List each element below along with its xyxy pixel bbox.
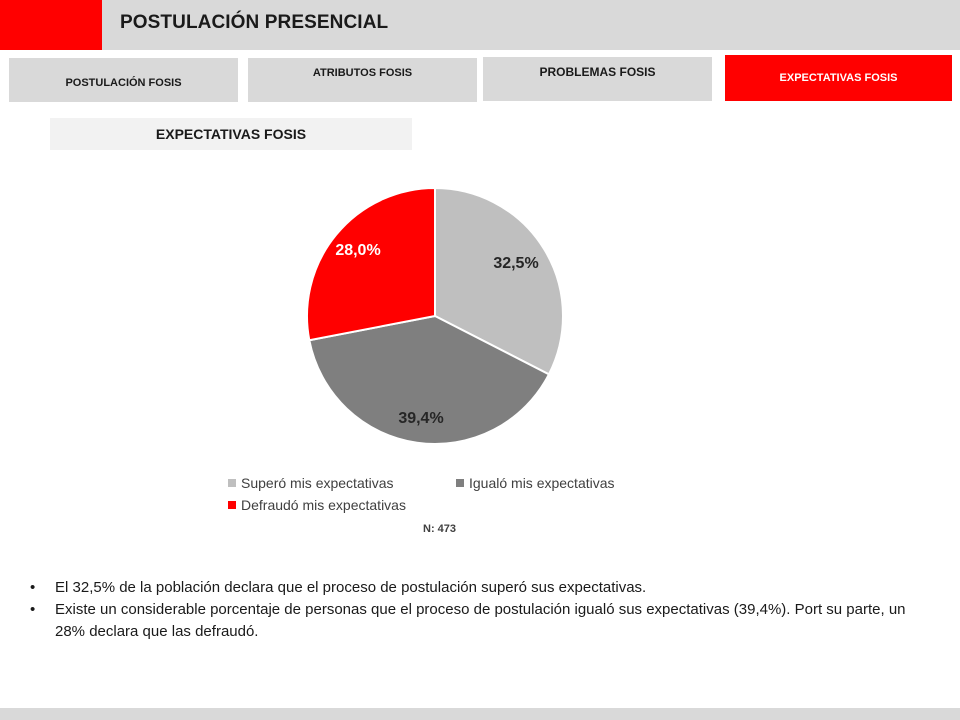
bullet-list: • El 32,5% de la población declara que e… (30, 577, 930, 643)
tab-label: PROBLEMAS FOSIS (539, 65, 656, 79)
header-bar (0, 0, 960, 50)
sample-size: N: 473 (423, 523, 457, 535)
slice-data-label: 39,4% (398, 410, 443, 427)
legend-swatch (456, 479, 464, 487)
pie-slice (306, 186, 436, 342)
pie-slice (308, 314, 551, 445)
section-title-text: EXPECTATIVAS FOSIS (155, 126, 307, 142)
tab-expectativas-fosis[interactable]: EXPECTATIVAS FOSIS (725, 55, 952, 101)
legend-label: Defraudó mis expectativas (241, 497, 406, 513)
legend-label: Igualó mis expectativas (469, 475, 615, 491)
section-title: EXPECTATIVAS FOSIS (50, 118, 412, 150)
tab-label: EXPECTATIVAS FOSIS (779, 72, 898, 84)
header-accent-block (0, 0, 102, 50)
bullet-item: • Existe un considerable porcentaje de p… (30, 599, 930, 643)
legend-swatch (228, 479, 236, 487)
legend-label: Superó mis expectativas (241, 475, 394, 491)
tab-label: ATRIBUTOS FOSIS (312, 67, 413, 79)
tab-postulacion-fosis[interactable]: POSTULACIÓN FOSIS (9, 58, 238, 102)
page-title: POSTULACIÓN PRESENCIAL (120, 12, 389, 33)
bullet-text: El 32,5% de la población declara que el … (55, 579, 647, 596)
slice-data-label: 28,0% (335, 242, 380, 259)
bullet-icon: • (30, 579, 36, 596)
tab-problemas-fosis[interactable]: PROBLEMAS FOSIS (483, 57, 712, 101)
slice-data-label: 32,5% (493, 255, 538, 272)
pie-slice (434, 186, 564, 376)
legend-swatch (228, 501, 236, 509)
bullet-text: Existe un considerable porcentaje de per… (55, 601, 906, 640)
bullet-item: • El 32,5% de la población declara que e… (30, 577, 930, 599)
footer-bar (0, 708, 960, 720)
tab-label: POSTULACIÓN FOSIS (65, 77, 182, 89)
bullet-icon: • (30, 601, 36, 618)
tab-atributos-fosis[interactable]: ATRIBUTOS FOSIS (248, 58, 477, 102)
